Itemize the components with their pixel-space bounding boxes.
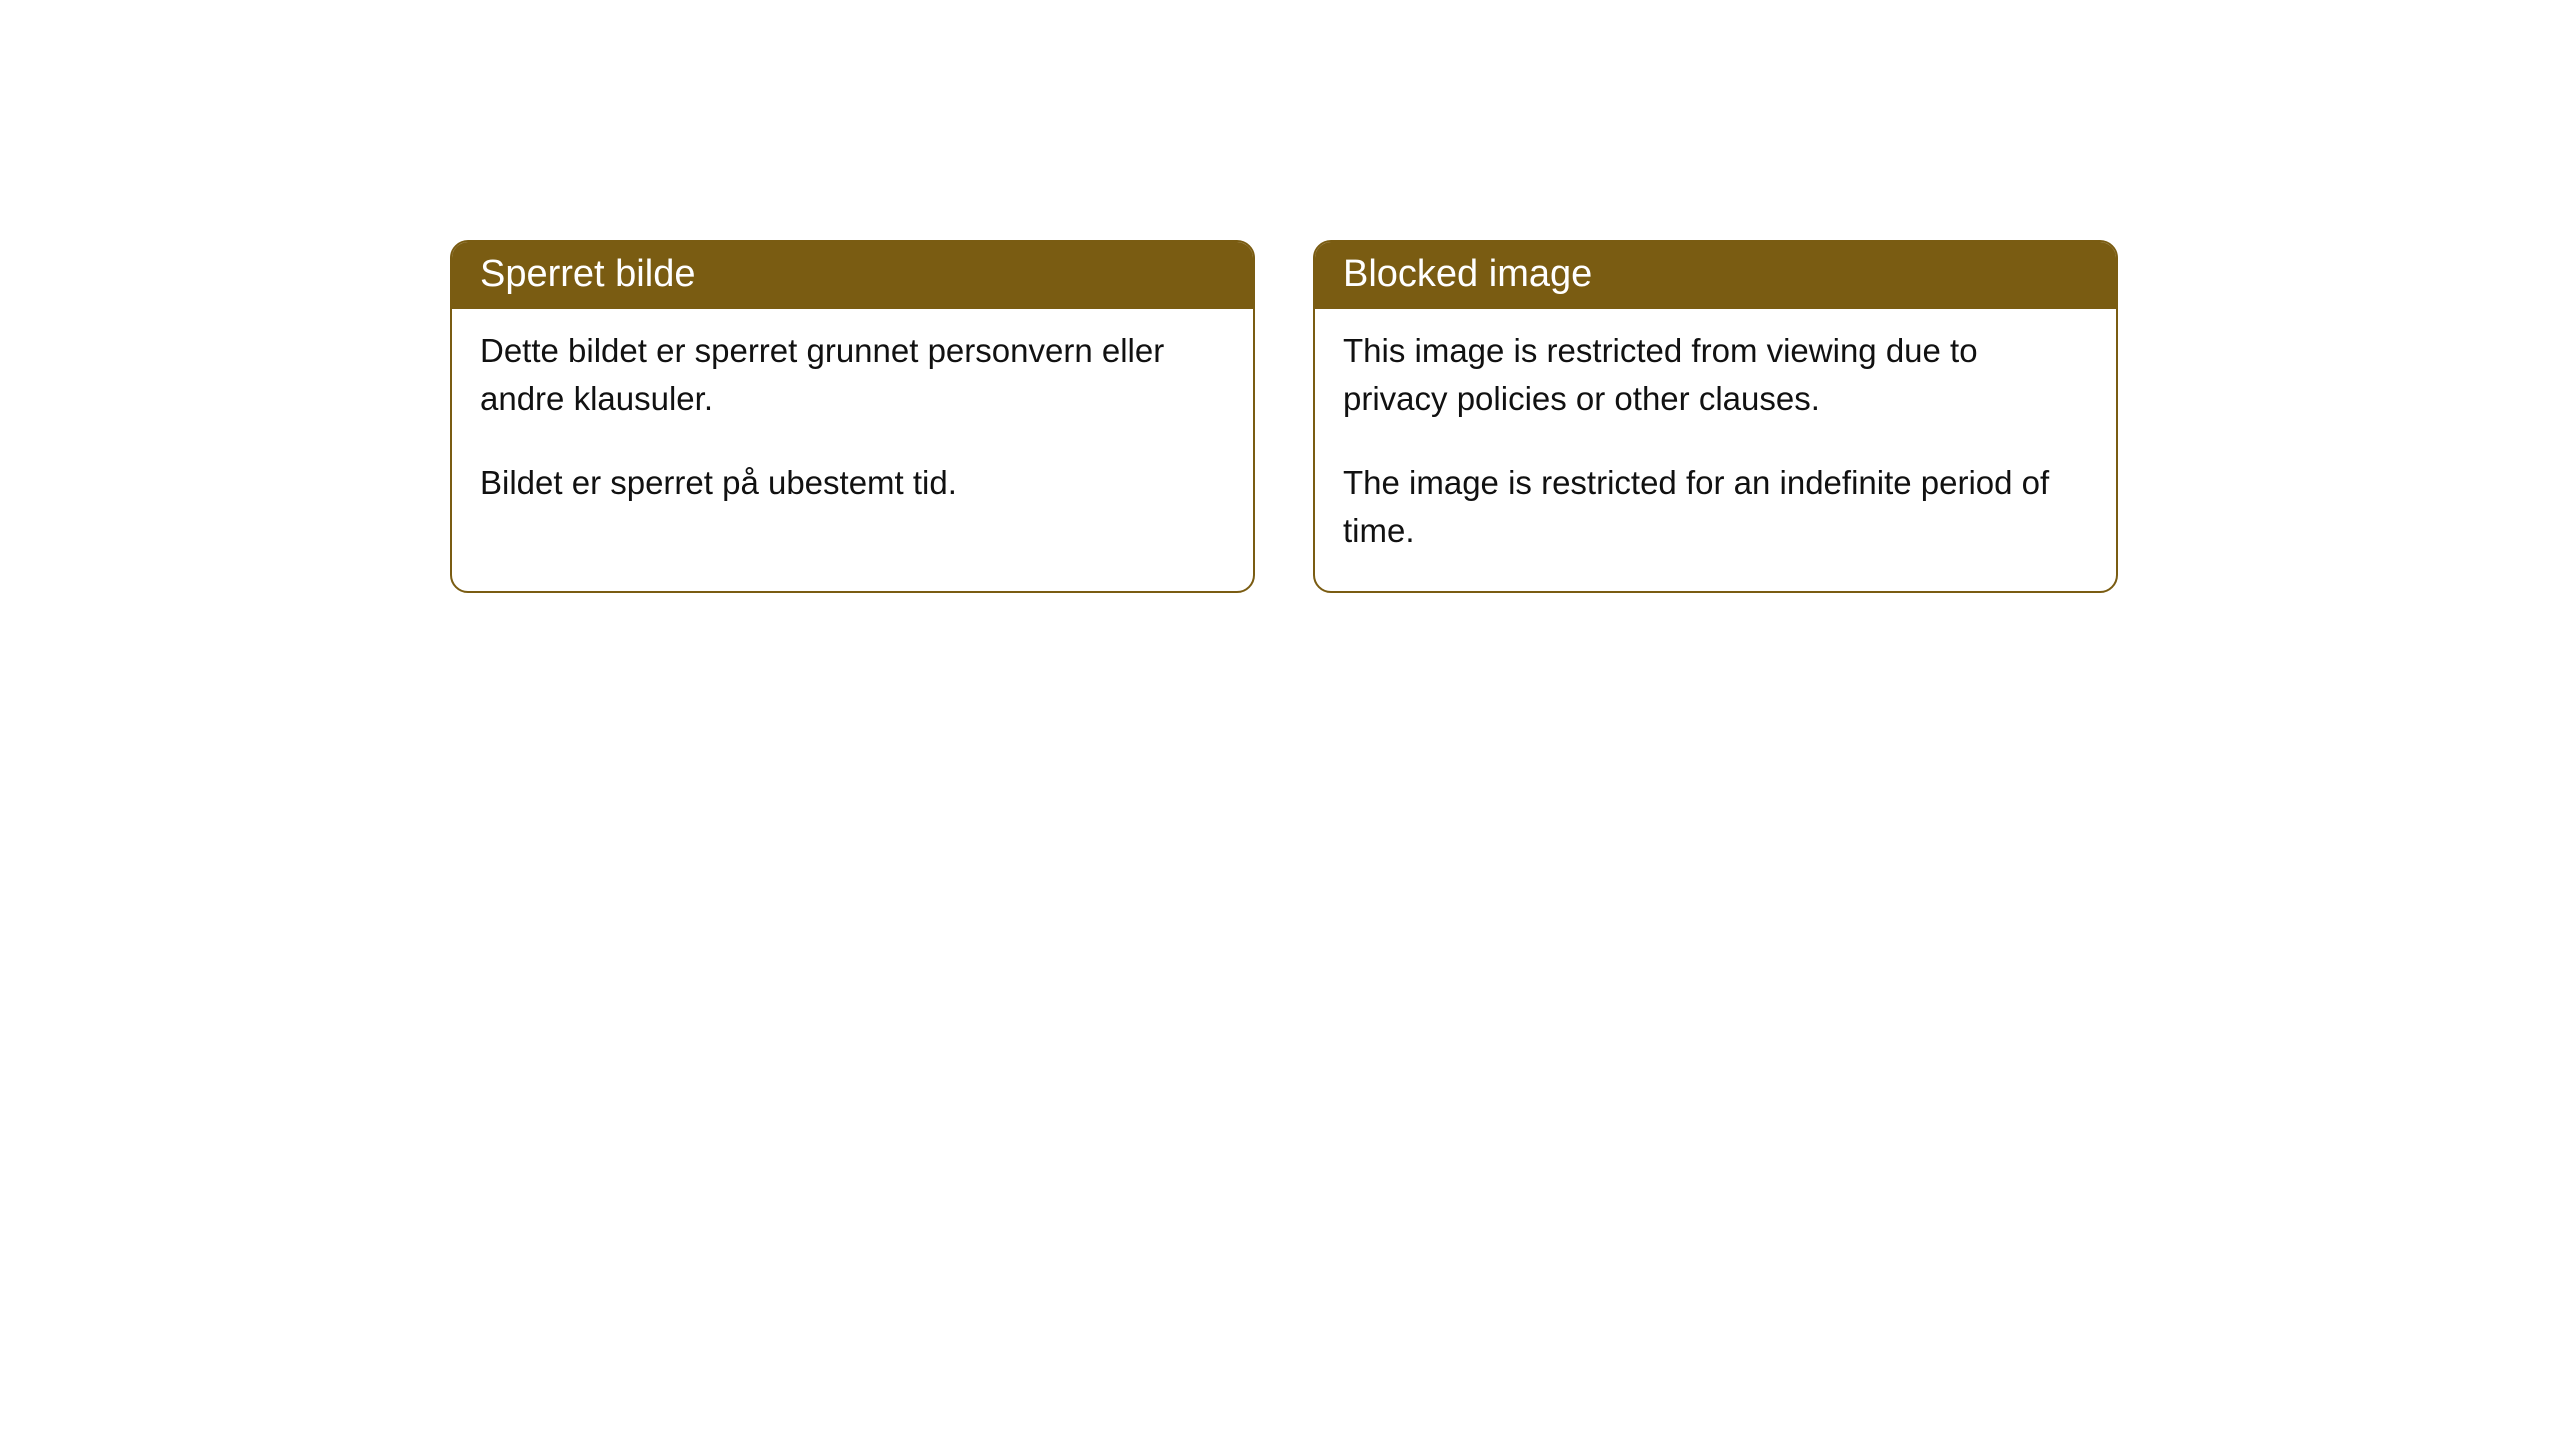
- card-paragraph: Bildet er sperret på ubestemt tid.: [480, 459, 1225, 507]
- notice-cards-container: Sperret bilde Dette bildet er sperret gr…: [450, 240, 2118, 593]
- card-body-english: This image is restricted from viewing du…: [1315, 309, 2116, 590]
- card-paragraph: This image is restricted from viewing du…: [1343, 327, 2088, 423]
- card-header-english: Blocked image: [1315, 242, 2116, 309]
- card-title: Blocked image: [1343, 253, 1592, 295]
- notice-card-english: Blocked image This image is restricted f…: [1313, 240, 2118, 593]
- notice-card-norwegian: Sperret bilde Dette bildet er sperret gr…: [450, 240, 1255, 593]
- card-title: Sperret bilde: [480, 253, 695, 295]
- card-body-norwegian: Dette bildet er sperret grunnet personve…: [452, 309, 1253, 543]
- card-paragraph: The image is restricted for an indefinit…: [1343, 459, 2088, 555]
- card-paragraph: Dette bildet er sperret grunnet personve…: [480, 327, 1225, 423]
- card-header-norwegian: Sperret bilde: [452, 242, 1253, 309]
